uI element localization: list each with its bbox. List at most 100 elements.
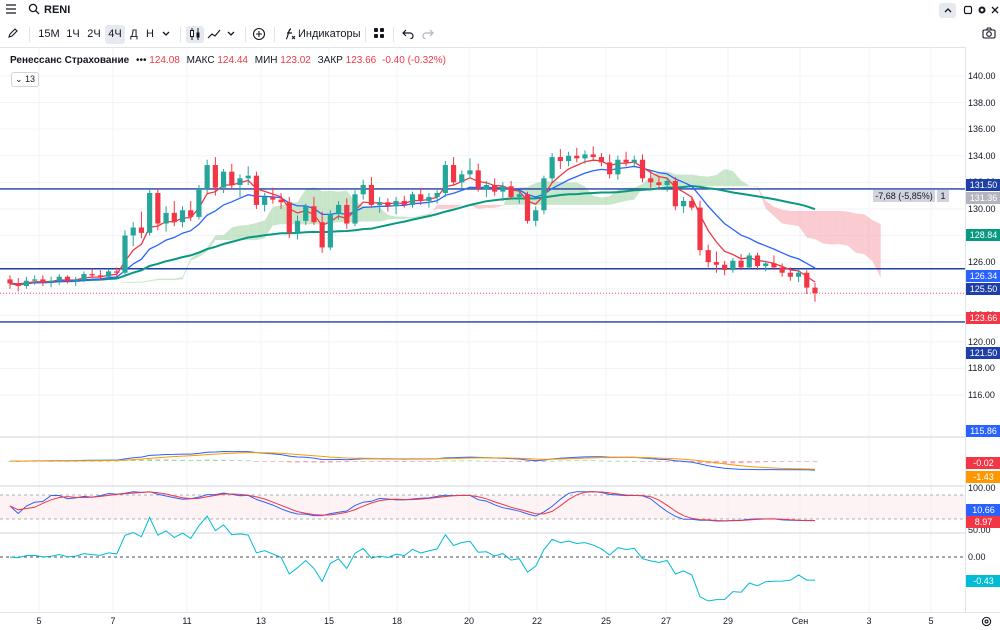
macd-signal-badge: -1.43 (966, 471, 1000, 483)
cloud-segment (76, 282, 84, 283)
camera-icon[interactable] (982, 27, 996, 41)
indicators-count: 13 (25, 74, 35, 84)
interval-day[interactable]: Д (127, 25, 141, 44)
time-label: 7 (110, 616, 115, 626)
candle-body (369, 185, 374, 205)
chart-canvas[interactable] (0, 47, 965, 612)
indicator-tick: 0.00 (968, 552, 986, 562)
undo-icon[interactable] (401, 27, 415, 41)
chevron-down-icon[interactable] (160, 28, 172, 40)
more-icon[interactable]: ••• (136, 55, 147, 66)
candle-body (426, 197, 431, 201)
candle-body (492, 185, 497, 192)
macd-histogram-bar (739, 461, 744, 463)
price-tick: 134.00 (968, 151, 996, 161)
chart-pane[interactable] (0, 47, 965, 612)
candle-body (254, 176, 259, 205)
price-tick: 126.00 (968, 257, 996, 267)
divider (393, 27, 394, 42)
macd-histogram-bar (615, 461, 620, 462)
macd-histogram-bar (229, 460, 234, 461)
time-label: 27 (661, 616, 671, 626)
chevron-down-icon[interactable] (225, 28, 237, 40)
candle-body (122, 236, 127, 273)
indicators-icon[interactable] (283, 27, 297, 41)
macd-histogram-bar (279, 461, 284, 462)
macd-histogram-bar (435, 461, 440, 462)
chart-legend: Ренессанс Страхование ••• 124.08 МАКС 12… (10, 55, 446, 66)
macd-histogram-bar (730, 461, 735, 463)
interval-4h[interactable]: 4Ч (105, 25, 125, 44)
candle-body (665, 181, 670, 185)
macd-histogram-bar (624, 461, 629, 462)
search-icon[interactable] (27, 3, 41, 17)
candle-body (139, 228, 144, 233)
measure-label[interactable]: -7,68 (-5,85%) (873, 190, 935, 202)
time-label: 13 (256, 616, 266, 626)
macd-histogram-bar (188, 460, 193, 461)
macd-histogram-bar (509, 461, 514, 462)
candle-body (336, 205, 341, 214)
cci-line (10, 516, 815, 601)
interval-1h[interactable]: 1Ч (63, 25, 83, 44)
time-label: 5 (928, 616, 933, 626)
candle-body (73, 279, 78, 280)
indicators-button[interactable]: Индикаторы (298, 25, 358, 44)
candle-body (172, 213, 177, 222)
candle-body (98, 275, 103, 276)
macd-histogram-bar (451, 461, 456, 462)
add-compare-icon[interactable] (252, 27, 266, 41)
macd-histogram-bar (353, 461, 358, 462)
layout-grid-icon[interactable] (372, 27, 386, 41)
macd-histogram-bar (533, 461, 538, 462)
cloud-segment (478, 205, 486, 209)
macd-histogram-bar (172, 460, 177, 461)
close-value: 123.66 (346, 55, 377, 66)
cloud-segment (125, 282, 133, 283)
macd-histogram-bar (607, 461, 612, 462)
line-chart-icon[interactable] (207, 27, 221, 41)
cloud-segment (117, 282, 125, 283)
cloud-segment (618, 188, 626, 203)
time-label: 11 (182, 616, 191, 626)
macd-histogram-bar (804, 461, 809, 462)
candle-body (533, 210, 538, 221)
settings-icon[interactable] (980, 616, 992, 628)
interval-2h[interactable]: 2Ч (84, 25, 104, 44)
cloud-segment (766, 201, 774, 216)
close-icon[interactable] (989, 4, 1000, 16)
price-badge: 123.66 (966, 312, 1000, 324)
candle-body (599, 157, 604, 162)
price-badge: 121.50 (966, 347, 1000, 359)
cloud-segment (848, 212, 856, 253)
candles-icon[interactable] (186, 26, 204, 43)
candle-body (722, 265, 727, 270)
settings-icon[interactable] (976, 4, 988, 16)
symbol-input[interactable]: RENI (44, 4, 70, 16)
candle-body (615, 160, 620, 175)
interval-15m[interactable]: 15М (37, 25, 61, 44)
menu-icon[interactable] (4, 3, 18, 17)
interval-week[interactable]: Н (143, 25, 157, 44)
price-tick: 140.00 (968, 71, 996, 81)
symbol-name[interactable]: Ренессанс Страхование (10, 55, 129, 66)
close-label: ЗАКР (318, 55, 343, 66)
indicators-collapse-button[interactable]: ⌄ 13 (11, 72, 39, 87)
price-axis[interactable]: 140.00138.00136.00134.00132.00130.00128.… (965, 47, 1000, 612)
cloud-segment (232, 226, 240, 241)
pencil-icon[interactable] (6, 27, 20, 41)
candle-body (81, 274, 86, 279)
macd-histogram-bar (369, 461, 374, 462)
chevron-up-icon[interactable] (939, 3, 956, 18)
low-label: МИН (255, 55, 278, 66)
macd-histogram-bar (599, 460, 604, 461)
cloud-segment (601, 196, 609, 205)
candle-body (205, 165, 210, 189)
macd-histogram-bar (550, 461, 555, 462)
redo-icon[interactable] (421, 27, 435, 41)
macd-histogram-bar (394, 461, 399, 462)
time-label: 22 (532, 616, 542, 626)
candle-body (418, 194, 423, 201)
window-restore-icon[interactable] (962, 4, 974, 16)
